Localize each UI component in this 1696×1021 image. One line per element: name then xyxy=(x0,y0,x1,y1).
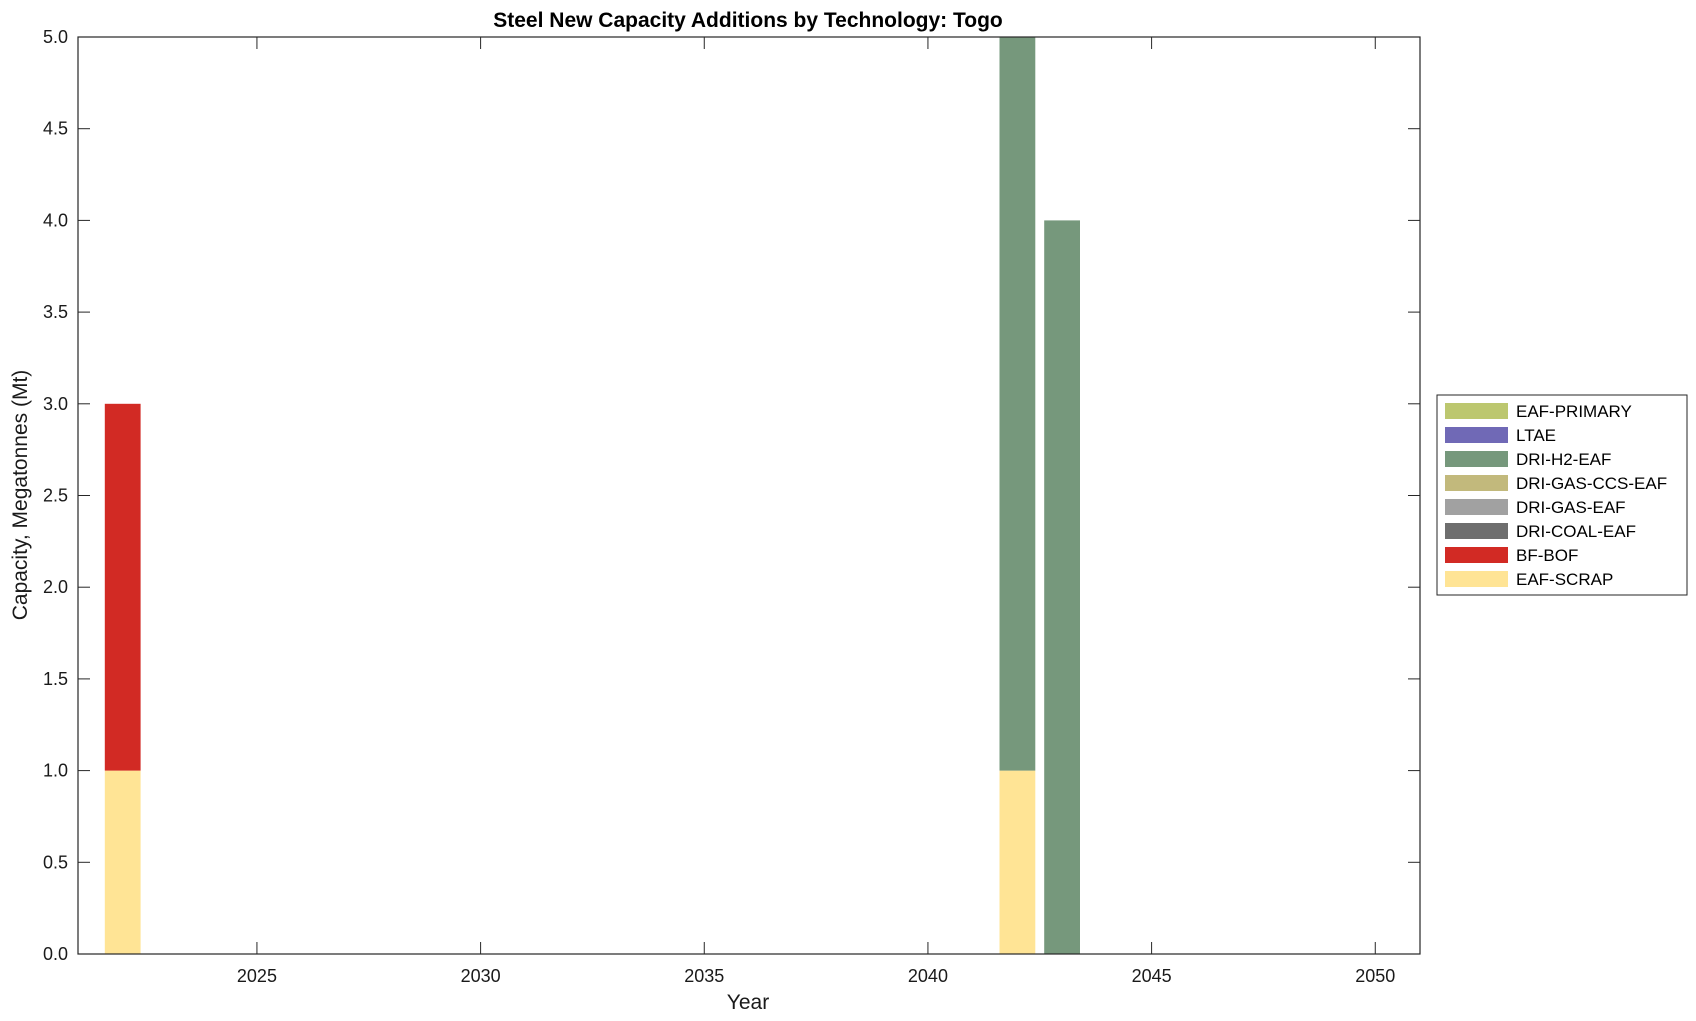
legend-swatch-dri-h2-eaf xyxy=(1445,451,1508,467)
chart-title: Steel New Capacity Additions by Technolo… xyxy=(493,9,1003,32)
y-tick-label: 3.5 xyxy=(43,302,68,322)
x-tick-label: 2050 xyxy=(1355,966,1395,986)
x-tick-label: 2035 xyxy=(684,966,724,986)
x-axis-label: Year xyxy=(727,991,769,1014)
legend-label-eaf-scrap: EAF-SCRAP xyxy=(1516,570,1613,589)
y-axis-label: Capacity, Megatonnes (Mt) xyxy=(9,370,32,621)
y-tick-label: 4.5 xyxy=(43,119,68,139)
y-tick-label: 3.0 xyxy=(43,394,68,414)
y-tick-label: 1.5 xyxy=(43,669,68,689)
legend-swatch-bf-bof xyxy=(1445,547,1508,563)
bar-dri-h2-eaf-2043 xyxy=(1044,220,1080,954)
y-tick-label: 5.0 xyxy=(43,27,68,47)
x-tick-label: 2030 xyxy=(461,966,501,986)
y-tick-label: 0.5 xyxy=(43,852,68,872)
bar-bf-bof-2022 xyxy=(104,403,141,771)
legend-label-ltae: LTAE xyxy=(1516,426,1556,445)
legend-swatch-ltae xyxy=(1445,427,1508,443)
y-tick-label: 2.5 xyxy=(43,486,68,506)
y-tick-label: 4.0 xyxy=(43,210,68,230)
y-tick-label: 1.0 xyxy=(43,761,68,781)
plot-area-frame xyxy=(77,36,1421,955)
bar-dri-h2-eaf-2042 xyxy=(999,37,1036,771)
legend-swatch-dri-gas-eaf xyxy=(1445,499,1508,515)
bar-eaf-scrap-2042 xyxy=(999,770,1036,954)
x-tick-label: 2025 xyxy=(237,966,277,986)
y-tick-label: 0.0 xyxy=(43,944,68,964)
x-tick-label: 2045 xyxy=(1132,966,1172,986)
legend-label-eaf-primary: EAF-PRIMARY xyxy=(1516,402,1632,421)
legend-label-dri-h2-eaf: DRI-H2-EAF xyxy=(1516,450,1611,469)
legend-box xyxy=(1436,394,1688,596)
legend-swatch-dri-gas-ccs-eaf xyxy=(1445,475,1508,491)
legend-swatch-dri-coal-eaf xyxy=(1445,523,1508,539)
legend-label-dri-coal-eaf: DRI-COAL-EAF xyxy=(1516,522,1636,541)
legend-label-dri-gas-ccs-eaf: DRI-GAS-CCS-EAF xyxy=(1516,474,1667,493)
x-tick-label: 2040 xyxy=(908,966,948,986)
axis-ticks: 2025 2030 2035 2040 2045 2050 0.0 0.5 1.0 1.5 2.0 2… xyxy=(43,27,1420,986)
legend: EAF-PRIMARY LTAE DRI-H2-EAF DRI-GAS-CCS-EAF… xyxy=(1436,394,1688,596)
legend-swatch-eaf-scrap xyxy=(1445,571,1508,587)
bar-eaf-scrap-2022 xyxy=(104,770,141,954)
legend-label-bf-bof: BF-BOF xyxy=(1516,546,1578,565)
legend-swatch-eaf-primary xyxy=(1445,403,1508,419)
bars-layer xyxy=(104,37,1080,954)
legend-label-dri-gas-eaf: DRI-GAS-EAF xyxy=(1516,498,1626,517)
y-tick-label: 2.0 xyxy=(43,577,68,597)
